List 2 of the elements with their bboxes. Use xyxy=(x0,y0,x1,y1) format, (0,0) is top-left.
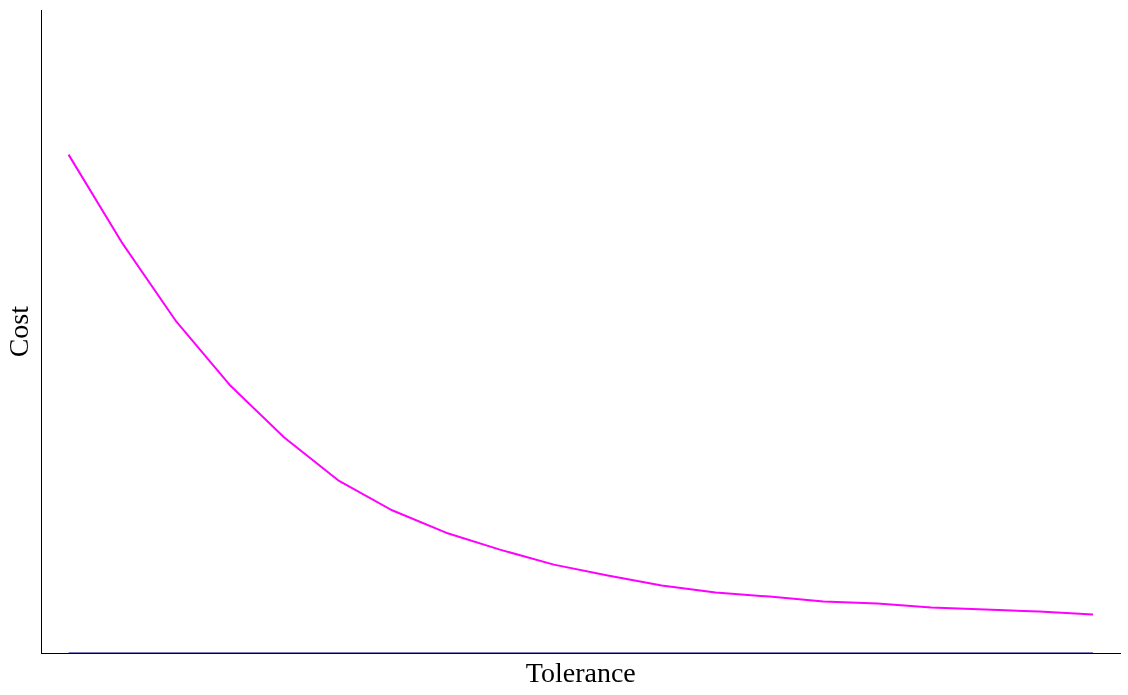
y-axis-title: Cost xyxy=(3,305,35,358)
x-axis-title: Tolerance xyxy=(525,656,636,688)
